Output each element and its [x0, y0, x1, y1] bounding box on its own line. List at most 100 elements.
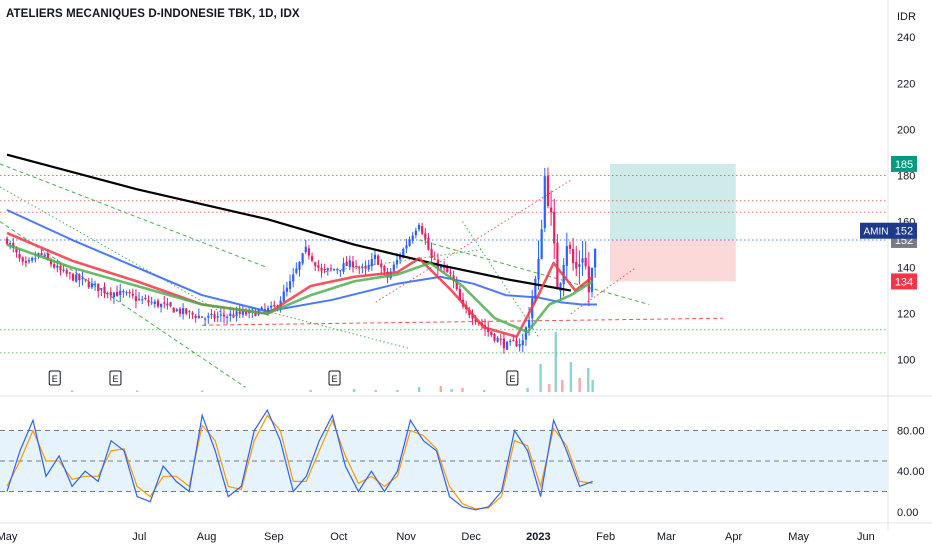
x-tick-label: Sep — [264, 531, 284, 543]
candle-body — [565, 246, 568, 266]
candle-body — [134, 296, 138, 302]
x-tick-label: Aug — [197, 531, 217, 543]
candle-body — [112, 292, 116, 298]
candle-body — [326, 268, 329, 271]
trend-line — [202, 317, 723, 326]
candle-body — [100, 288, 103, 290]
earnings-marker-box — [506, 370, 519, 386]
earnings-marker: E — [109, 370, 122, 386]
volume-bar — [309, 390, 312, 392]
candle-body — [53, 264, 56, 268]
candle-body — [427, 237, 430, 250]
candle-body — [351, 261, 355, 268]
candle-body — [424, 233, 427, 240]
candle-body — [169, 302, 172, 307]
candle-body — [226, 316, 229, 318]
candle-body — [81, 278, 84, 280]
earnings-marker-label: E — [332, 374, 338, 384]
price-badge-label: 134 — [895, 276, 913, 288]
volume-bar — [135, 390, 139, 392]
volume-bar — [548, 384, 551, 392]
candle-body — [56, 265, 59, 268]
candle-body — [559, 283, 562, 291]
candle-body — [27, 260, 31, 262]
candle-body — [408, 239, 411, 246]
volume-bar — [450, 389, 453, 392]
candle-body — [493, 333, 496, 341]
candle-body — [342, 263, 345, 272]
candle-body — [594, 248, 597, 268]
candle-body — [527, 319, 531, 328]
candle-body — [339, 270, 342, 272]
x-tick-label: Apr — [725, 531, 742, 543]
candle-body — [68, 272, 72, 274]
price-badge-box — [891, 273, 917, 290]
candle-body — [163, 302, 166, 304]
candle-body — [137, 298, 141, 300]
candle-body — [399, 256, 402, 260]
candle-body — [222, 314, 226, 317]
earnings-marker: E — [328, 370, 341, 386]
volume-bar — [374, 390, 377, 392]
candle-body — [238, 311, 241, 315]
x-tick-label: Feb — [596, 531, 615, 543]
price-badge-box — [891, 155, 917, 172]
candle-body — [455, 280, 458, 290]
earnings-marker-label: E — [52, 374, 58, 384]
candle-body — [282, 291, 285, 302]
candle-body — [471, 314, 474, 319]
stoch-axis: 80.00 40.00 0.00 — [897, 426, 925, 519]
candle-body — [329, 268, 333, 270]
candle-body — [210, 313, 213, 315]
x-tick-label: Oct — [330, 531, 347, 543]
x-tick-label: May — [0, 531, 18, 543]
earnings-marker-label: E — [112, 374, 118, 384]
symbol-badge-value: 152 — [895, 226, 913, 238]
earnings-marker-box — [328, 370, 341, 386]
candle-body — [474, 319, 477, 322]
candle-body — [21, 257, 24, 262]
volume-bar — [526, 388, 529, 392]
y-tick-label: 220 — [897, 78, 915, 90]
volume-bar — [591, 380, 594, 392]
candle-body — [355, 265, 358, 267]
candle-body — [166, 303, 169, 306]
candle-body — [65, 270, 68, 274]
candle-body — [12, 242, 15, 248]
candle-body — [417, 224, 421, 230]
position-target-zone — [609, 163, 736, 240]
candle-body — [439, 265, 443, 269]
candle-body — [499, 338, 502, 340]
position-stop-zone — [609, 239, 736, 282]
candle-body — [93, 283, 97, 285]
candle-body — [572, 249, 575, 264]
currency-label: IDR — [897, 11, 916, 23]
candle-body — [449, 272, 452, 274]
candle-body — [216, 316, 219, 318]
candle-body — [361, 267, 364, 269]
candle-body — [263, 309, 266, 311]
candle-body — [75, 274, 78, 282]
candle-body — [160, 303, 163, 307]
y-tick-label: 100 — [897, 355, 915, 367]
candle-body — [229, 313, 232, 316]
x-tick-label: Jun — [857, 531, 875, 543]
candle-body — [97, 283, 100, 291]
volume-bar — [461, 388, 464, 392]
candle-body — [62, 269, 65, 271]
candle-body — [411, 235, 414, 241]
y-tick-label: 240 — [897, 32, 915, 44]
candle-body — [40, 252, 43, 256]
candle-body — [122, 291, 125, 293]
volume-bar — [482, 390, 486, 392]
candle-body — [292, 274, 295, 282]
candle-body — [34, 258, 37, 260]
candle-body — [496, 338, 499, 342]
candle-body — [244, 312, 248, 315]
candle-body — [119, 290, 122, 296]
earnings-marker-label: E — [509, 374, 515, 384]
candle-body — [46, 253, 49, 260]
candle-body — [405, 245, 408, 249]
